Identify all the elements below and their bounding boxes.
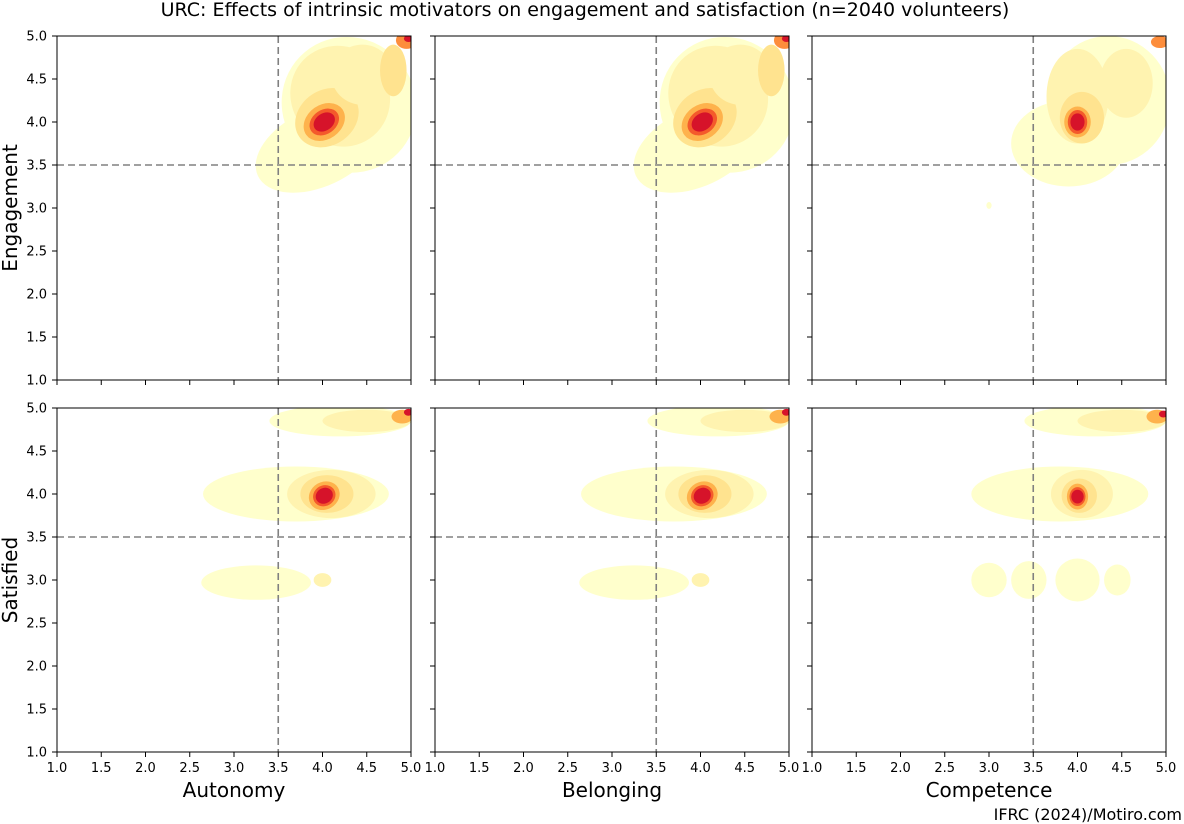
x-tick-label: 1.5 (91, 761, 112, 776)
y-tick-label: 3.0 (26, 202, 47, 217)
panel-satisfied-competence: 1.0 1.5 2.0 2.5 3.0 3.5 4.0 4.5 5.0 Competence (802, 407, 1177, 802)
y-axis-label: Satisfied (0, 537, 22, 623)
y-tick-label: 4.5 (26, 73, 47, 88)
x-tick-label: 2.5 (179, 761, 200, 776)
x-tick-label: 4.0 (1067, 761, 1088, 776)
source-credit: IFRC (2024)/Motiro.com (994, 805, 1182, 824)
y-tick-label: 2.0 (26, 288, 47, 303)
density-contours (579, 408, 789, 600)
x-tick-label: 1.0 (802, 761, 823, 776)
contour-region (313, 573, 332, 587)
x-tick-label: 3.0 (979, 761, 1000, 776)
panel-satisfied-belonging: 1.0 1.5 2.0 2.5 3.0 3.5 4.0 4.5 5.0 Belonging (425, 407, 800, 802)
contour-region (331, 44, 394, 105)
panel-engagement-competence (807, 35, 1167, 385)
contour-region (403, 408, 411, 416)
y-tick-label: 1.5 (26, 703, 47, 718)
x-tick-label: 3.5 (646, 761, 667, 776)
x-tick-label: 1.5 (846, 761, 867, 776)
x-axis-label: Autonomy (183, 778, 286, 802)
x-tick-label: 3.0 (602, 761, 623, 776)
y-axis-label: Engagement (0, 144, 22, 272)
y-tick-label: 2.5 (26, 245, 47, 260)
contour-region (315, 487, 333, 504)
x-tick-label: 2.0 (513, 761, 534, 776)
x-tick-label: 4.5 (1111, 761, 1132, 776)
contour-region (700, 409, 789, 433)
y-tick-label: 2.5 (26, 617, 47, 632)
y-tick-label: 1.0 (26, 746, 47, 761)
contour-region (1071, 489, 1084, 504)
density-contours (255, 36, 411, 193)
contour-region (1070, 113, 1085, 131)
x-axis-label: Belonging (562, 778, 662, 802)
contour-region (1077, 409, 1166, 433)
panel-satisfied-autonomy: 1.01.0 1.5 1.5 2.0 2.0 2.5 2.5 3.0 3.0 3.5 3.5 4.0 4… (0, 402, 421, 803)
contour-region (403, 36, 411, 43)
x-tick-label: 4.0 (312, 761, 333, 776)
x-tick-label: 2.0 (135, 761, 156, 776)
x-tick-label: 2.5 (934, 761, 955, 776)
panel-engagement-autonomy: 1.0 1.5 2.0 2.5 3.0 3.5 4.0 4.5 5.0 Engagement (0, 30, 412, 389)
contour-region (1099, 48, 1153, 118)
contour-region (313, 112, 335, 132)
x-tick-label: 4.5 (734, 761, 755, 776)
contour-region (1011, 561, 1047, 599)
contour-region (986, 201, 992, 209)
x-tick-label: 2.0 (890, 761, 911, 776)
x-tick-label: 1.0 (47, 761, 68, 776)
contour-region (1150, 36, 1166, 49)
contour-region (971, 562, 1007, 598)
density-contours (633, 36, 789, 193)
y-tick-label: 3.0 (26, 574, 47, 589)
y-tick-label: 1.5 (26, 331, 47, 346)
contour-region (1055, 558, 1100, 602)
y-tick-label: 5.0 (26, 402, 47, 417)
x-tick-label: 5.0 (401, 761, 422, 776)
y-tick-label: 4.0 (26, 116, 47, 131)
contour-region (758, 44, 785, 97)
y-tick-label: 5.0 (26, 30, 47, 45)
x-tick-label: 5.0 (1156, 761, 1177, 776)
contour-region (781, 408, 789, 416)
y-tick-label: 3.5 (26, 159, 47, 174)
x-axis-label: Competence (926, 778, 1053, 802)
y-tick-label: 2.0 (26, 660, 47, 675)
contour-region (691, 112, 713, 132)
contour-region (322, 409, 411, 433)
y-tick-label: 4.0 (26, 488, 47, 503)
x-tick-label: 4.5 (356, 761, 377, 776)
density-contours (201, 408, 411, 600)
x-tick-label: 3.0 (224, 761, 245, 776)
contour-region (380, 44, 407, 97)
chart-title: URC: Effects of intrinsic motivators on … (161, 0, 1010, 21)
x-tick-label: 5.0 (779, 761, 800, 776)
contour-region (693, 487, 711, 504)
contour-region (1104, 564, 1131, 596)
panel-engagement-belonging (430, 35, 790, 385)
density-contours (971, 408, 1166, 602)
density-contours (986, 36, 1166, 209)
x-tick-label: 2.5 (557, 761, 578, 776)
contour-region (201, 565, 311, 600)
y-tick-label: 1.0 (26, 374, 47, 389)
y-tick-label: 3.5 (26, 531, 47, 546)
contour-region (709, 44, 772, 105)
contour-region (781, 36, 789, 43)
contour-region (1158, 410, 1166, 418)
x-tick-label: 1.5 (469, 761, 490, 776)
y-tick-label: 4.5 (26, 445, 47, 460)
x-tick-label: 1.0 (425, 761, 446, 776)
x-tick-label: 3.5 (1023, 761, 1044, 776)
x-tick-label: 4.0 (690, 761, 711, 776)
x-tick-label: 3.5 (268, 761, 289, 776)
contour-region (579, 565, 689, 600)
contour-region (691, 573, 710, 587)
